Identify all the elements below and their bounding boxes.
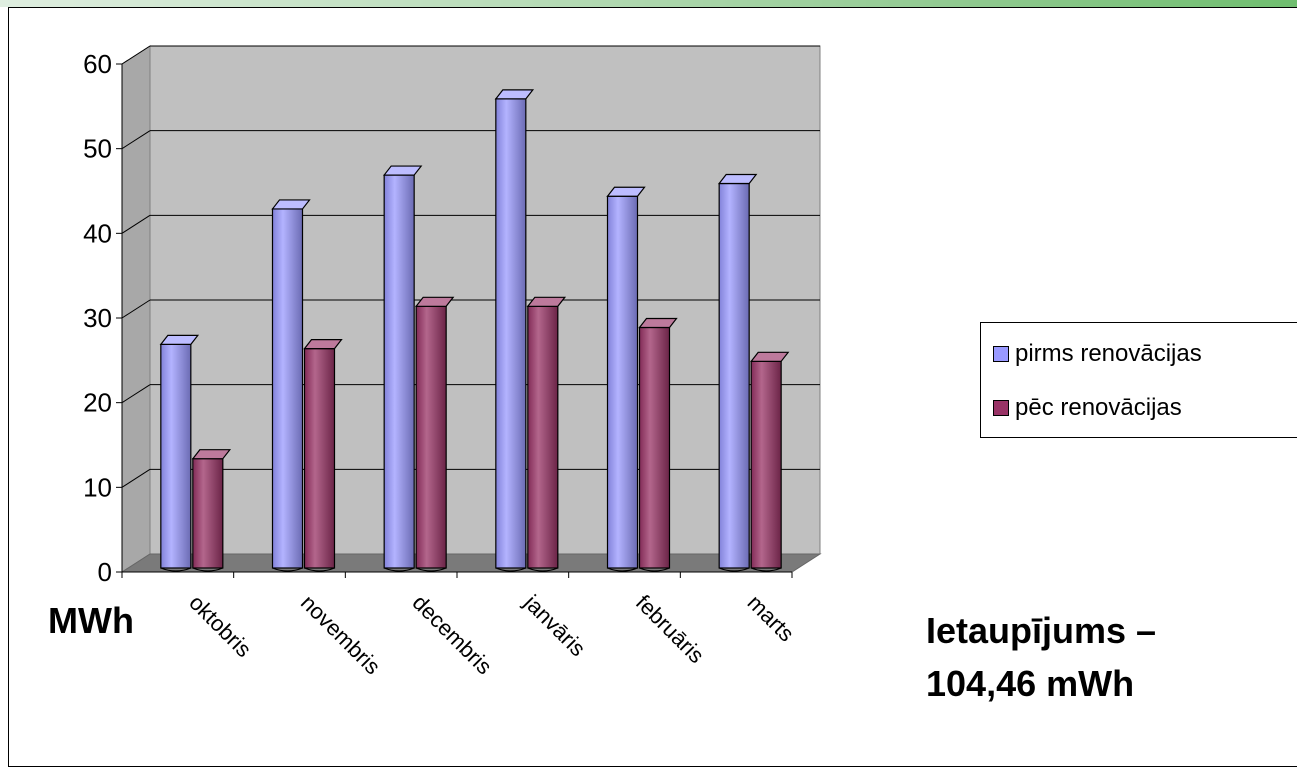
bar-top-0-0 bbox=[159, 334, 200, 345]
x-tick-label-0: oktobris bbox=[184, 590, 256, 662]
bar-bottom-0-2 bbox=[383, 567, 415, 572]
x-tick-label-5: marts bbox=[743, 590, 800, 647]
bar-0-3 bbox=[495, 98, 527, 569]
legend-item-series-1: pirms renovācijas bbox=[993, 340, 1202, 368]
bar-1-1 bbox=[303, 348, 336, 569]
bar-chart: 0 10 20 30 40 50 60 oktobris novembris decembris j… bbox=[83, 45, 822, 679]
legend-label-series-2: pēc renovācijas bbox=[1015, 394, 1182, 421]
y-tick-label: 0 bbox=[98, 557, 112, 587]
bar-top-1-1 bbox=[303, 339, 343, 350]
bar-0-0 bbox=[160, 343, 192, 569]
legend-swatch-series-2 bbox=[993, 400, 1009, 416]
bar-bottom-0-5 bbox=[718, 567, 750, 572]
y-tick-label: 40 bbox=[83, 218, 112, 248]
bar-0-4 bbox=[606, 195, 639, 569]
bar-bottom-1-3 bbox=[527, 567, 559, 572]
legend-swatch-series-1 bbox=[993, 346, 1009, 362]
bar-1-0 bbox=[192, 458, 224, 569]
bar-1-5 bbox=[750, 360, 782, 569]
bar-top-0-4 bbox=[606, 186, 646, 197]
y-tick-label: 20 bbox=[83, 388, 112, 418]
bar-1-2 bbox=[415, 305, 447, 569]
bar-top-0-3 bbox=[494, 89, 535, 100]
y-tick-label: 60 bbox=[83, 49, 112, 79]
bar-0-2 bbox=[383, 174, 415, 569]
bar-1-3 bbox=[527, 305, 559, 569]
savings-line-2: 104,46 mWh bbox=[926, 663, 1135, 704]
legend-item-series-2: pēc renovācijas bbox=[993, 394, 1182, 422]
bar-bottom-1-4 bbox=[639, 567, 670, 572]
bar-bottom-0-0 bbox=[160, 567, 192, 572]
bar-0-1 bbox=[271, 208, 304, 569]
gridline-side bbox=[121, 468, 151, 488]
savings-line-1: Ietaupījums – bbox=[926, 610, 1157, 651]
gridline-side bbox=[121, 214, 151, 234]
bar-top-1-4 bbox=[638, 317, 678, 329]
bar-bottom-0-4 bbox=[607, 567, 638, 572]
gridline-side bbox=[121, 45, 151, 65]
gridline-side bbox=[121, 299, 151, 319]
y-tick-label: 30 bbox=[83, 303, 112, 333]
bar-top-1-2 bbox=[414, 296, 455, 307]
bar-top-0-5 bbox=[717, 173, 758, 185]
bar-bottom-0-1 bbox=[272, 567, 303, 572]
gridline-side bbox=[121, 384, 151, 404]
bar-bottom-0-3 bbox=[495, 567, 527, 572]
bar-1-4 bbox=[638, 326, 671, 569]
bar-top-0-2 bbox=[382, 165, 423, 176]
bar-top-1-3 bbox=[526, 296, 567, 307]
legend-label-series-1: pirms renovācijas bbox=[1015, 340, 1202, 367]
x-tick-label-4: februāris bbox=[631, 590, 709, 668]
bar-top-1-0 bbox=[191, 449, 232, 460]
top-accent-strip bbox=[0, 0, 1297, 7]
gridline-side bbox=[121, 130, 151, 150]
bar-bottom-1-0 bbox=[192, 567, 224, 572]
legend: pirms renovācijas pēc renovācijas bbox=[980, 322, 1297, 438]
floor bbox=[120, 553, 822, 573]
y-tick-label: 10 bbox=[83, 472, 112, 502]
bar-bottom-1-5 bbox=[750, 567, 782, 572]
bar-top-0-1 bbox=[271, 199, 311, 210]
bar-top-1-5 bbox=[749, 351, 790, 362]
bar-bottom-1-1 bbox=[304, 567, 335, 572]
x-tick-label-1: novembris bbox=[296, 590, 385, 679]
savings-annotation: Ietaupījums – 104,46 mWh bbox=[926, 604, 1156, 710]
x-tick-label-2: decembris bbox=[408, 590, 497, 679]
y-tick-label: 50 bbox=[83, 134, 112, 164]
y-unit-label: MWh bbox=[48, 600, 134, 641]
bar-0-5 bbox=[718, 182, 750, 569]
x-tick-label-3: janvāris bbox=[519, 589, 591, 661]
bar-bottom-1-2 bbox=[415, 567, 447, 572]
